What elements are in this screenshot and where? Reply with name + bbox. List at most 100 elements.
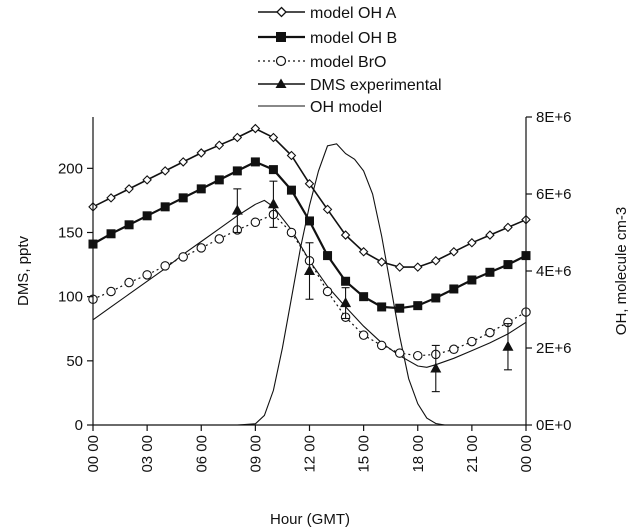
point-model-oh-a [503,222,513,233]
series-layer [88,123,531,361]
point-model-oh-a [340,230,351,240]
point-model-bro [286,227,297,238]
legend-item-dms-experimental: DMS experimental [258,77,442,94]
point-model-bro [160,261,170,271]
y-tick-label-0: 0 [75,417,83,434]
point-model-oh-a [322,204,333,215]
point-model-oh-b [305,216,314,226]
point-model-oh-a [178,157,188,167]
legend-marker-model-oh-b [276,32,286,42]
y2-axis-label: OH, molecule cm-3 [613,207,630,335]
point-model-oh-a [250,123,261,134]
x-tick-label-6: 18 00 [410,435,427,473]
point-model-oh-a [286,150,297,161]
point-model-oh-a [449,246,459,257]
point-model-bro [214,234,225,244]
legend-label-model-oh-b: model OH B [310,30,397,47]
x-axis-label: Hour (GMT) [270,511,350,528]
point-model-oh-b [431,293,441,303]
point-model-oh-b [323,251,333,261]
y-tick-label-4: 200 [58,160,83,177]
legend-label-oh-model: OH model [310,99,382,116]
point-dms-experimental [231,204,243,215]
point-model-bro [124,277,134,288]
point-model-oh-a [376,257,387,267]
x-tick-label-8: 00 00 [518,435,535,473]
legend-marker-model-bro [275,55,287,67]
point-model-bro [376,340,387,351]
point-dms-experimental [304,265,315,275]
y2-tick-label-2: 4E+6 [536,263,571,280]
point-model-bro [467,336,477,347]
point-model-oh-b [124,220,134,230]
point-model-oh-a [485,230,495,240]
y2-tick-label-3: 6E+6 [536,186,571,203]
legend-item-model-oh-a: model OH A [258,5,397,22]
point-model-oh-b [359,292,369,302]
x-tick-label-1: 03 00 [139,435,156,473]
legend-label-dms-experimental: DMS experimental [310,77,442,94]
point-dms-experimental [267,198,279,209]
point-model-bro [394,348,405,358]
point-model-oh-b [449,284,459,294]
point-model-oh-a [431,255,441,266]
point-model-oh-b [413,301,423,311]
y2-tick-label-1: 2E+6 [536,340,571,357]
point-model-oh-b [485,267,495,277]
point-model-oh-b [341,276,351,286]
point-model-oh-b [395,303,405,313]
x-tick-label-0: 00 00 [85,435,102,473]
legend-item-oh-model: OH model [258,99,382,116]
y-tick-label-1: 50 [66,353,83,370]
legend-label-model-bro: model BrO [310,54,386,71]
point-model-bro [412,350,423,361]
point-model-bro [449,344,459,355]
x-tick-label-5: 15 00 [356,435,373,473]
point-dms-experimental [502,340,514,351]
x-tick-label-2: 06 00 [193,435,210,473]
y-tick-label-2: 100 [58,289,83,306]
plot-area [88,123,531,426]
point-model-oh-a [214,140,225,151]
legend-item-model-bro: model BrO [258,54,386,71]
y-axis-label: DMS, pptv [15,235,32,306]
point-model-oh-b [106,229,116,239]
point-model-oh-a [268,132,279,143]
point-dms-experimental [430,362,442,373]
point-model-oh-b [232,166,242,176]
point-model-oh-b [178,193,188,203]
point-model-oh-a [196,148,207,158]
point-model-oh-a [394,262,405,272]
x-tick-label-3: 09 00 [247,435,264,473]
y2-tick-label-0: 0E+0 [536,417,571,434]
ticks: 0 50 100 150 200 0E+0 2E+6 4E+6 6E+6 8E+6 00 00 03 … [58,109,571,473]
point-model-oh-b [142,211,152,221]
legend-label-model-oh-a: model OH A [310,5,397,22]
point-model-bro [358,330,369,340]
y2-tick-label-4: 8E+6 [536,109,571,126]
point-model-oh-b [160,202,170,212]
point-model-bro [250,217,261,227]
point-model-oh-a [412,262,423,272]
legend-marker-model-oh-a [276,6,287,18]
point-model-oh-b [467,275,477,285]
legend: model OH A model OH B model BrO DMS expe… [258,5,442,116]
point-model-bro [485,327,495,338]
y-tick-label-3: 150 [58,225,83,242]
point-model-oh-a [142,175,152,185]
point-model-bro [322,286,333,297]
point-model-oh-b [503,260,513,270]
x-tick-label-4: 12 00 [302,435,319,473]
point-model-oh-a [106,193,116,203]
point-model-bro [196,243,207,253]
legend-item-model-oh-b: model OH B [258,30,397,47]
point-model-oh-b [214,175,224,185]
point-model-oh-b [377,302,387,312]
point-model-oh-a [358,246,369,257]
point-model-oh-a [467,237,477,248]
x-tick-label-7: 21 00 [464,435,481,473]
point-model-oh-a [232,132,243,143]
point-model-oh-b [196,184,206,194]
point-model-oh-a [304,178,315,189]
